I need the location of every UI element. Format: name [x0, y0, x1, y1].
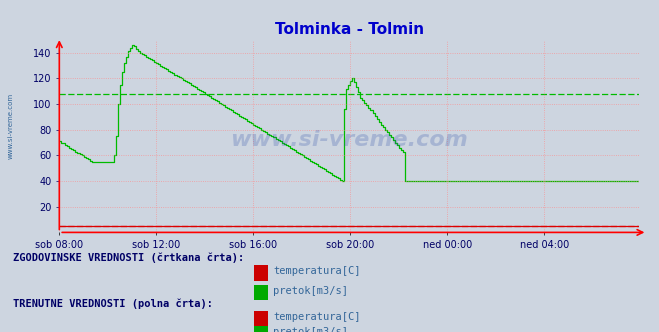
Title: Tolminka - Tolmin: Tolminka - Tolmin: [275, 22, 424, 37]
Text: TRENUTNE VREDNOSTI (polna črta):: TRENUTNE VREDNOSTI (polna črta):: [13, 298, 213, 309]
Text: temperatura[C]: temperatura[C]: [273, 266, 361, 276]
Text: www.si-vreme.com: www.si-vreme.com: [8, 93, 14, 159]
Text: ZGODOVINSKE VREDNOSTI (črtkana črta):: ZGODOVINSKE VREDNOSTI (črtkana črta):: [13, 252, 244, 263]
Text: pretok[m3/s]: pretok[m3/s]: [273, 286, 349, 296]
Text: www.si-vreme.com: www.si-vreme.com: [231, 130, 468, 150]
Text: pretok[m3/s]: pretok[m3/s]: [273, 327, 349, 332]
Text: temperatura[C]: temperatura[C]: [273, 312, 361, 322]
